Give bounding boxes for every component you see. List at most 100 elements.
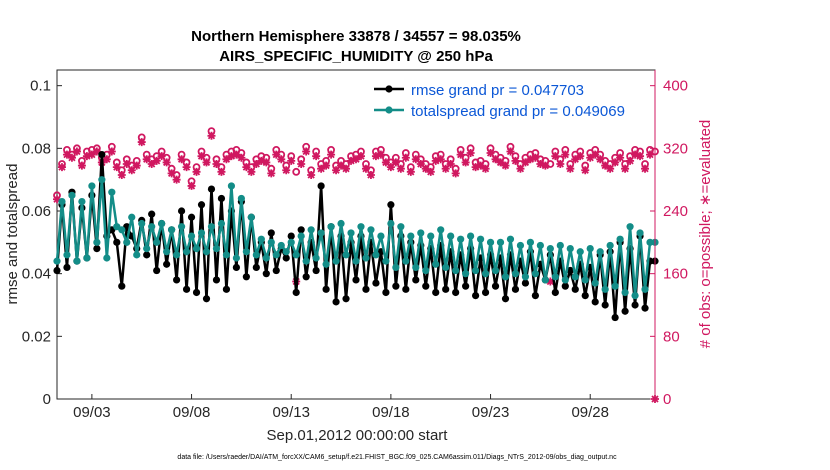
- totalspread-point: [626, 223, 634, 231]
- totalspread-point: [252, 251, 260, 259]
- evaluated-obs-point: [197, 152, 206, 161]
- rmse-point: [481, 288, 490, 297]
- rmse-point: [163, 260, 171, 268]
- y-tick-label: 0.1: [30, 78, 51, 95]
- evaluated-obs-point: [391, 158, 400, 167]
- possible-obs-point: [546, 160, 555, 168]
- totalspread-point: [417, 229, 425, 237]
- totalspread-point: [591, 279, 599, 287]
- rmse-point: [302, 273, 310, 281]
- evaluated-obs-point: [222, 155, 231, 164]
- totalspread-point: [501, 273, 510, 281]
- evaluated-obs-point: [227, 152, 236, 161]
- totalspread-point: [372, 251, 380, 259]
- evaluated-obs-point: [381, 158, 390, 167]
- totalspread-point: [546, 245, 554, 253]
- rmse-point: [611, 313, 619, 322]
- rmse-point: [561, 282, 569, 290]
- evaluated-obs-point: [297, 160, 306, 168]
- x-tick-label: 09/03: [73, 404, 111, 421]
- evaluated-obs-point: [82, 152, 91, 161]
- evaluated-obs-point: [167, 169, 176, 178]
- totalspread-point: [217, 219, 226, 228]
- rmse-point: [442, 285, 450, 293]
- evaluated-obs-point: [122, 160, 131, 168]
- totalspread-point: [58, 198, 66, 206]
- totalspread-point: [467, 232, 475, 240]
- x-tick-label: 09/08: [173, 404, 211, 421]
- evaluated-obs-point: [202, 158, 211, 167]
- rmse-point: [372, 279, 380, 287]
- totalspread-point: [282, 248, 290, 256]
- totalspread-point: [173, 251, 181, 259]
- y-right-tick-label: 240: [663, 203, 688, 220]
- rmse-point: [232, 263, 240, 271]
- evaluated-obs-point: [252, 160, 261, 168]
- rmse-point: [362, 285, 370, 293]
- rmse-point: [601, 301, 609, 309]
- evaluated-obs-point: [162, 158, 171, 167]
- totalspread-point: [491, 266, 500, 275]
- rmse-point: [202, 295, 211, 303]
- totalspread-point: [516, 241, 525, 250]
- x-tick-label: 09/23: [472, 404, 510, 421]
- evaluated-obs-point: [337, 161, 346, 170]
- rmse-point: [631, 301, 639, 309]
- totalspread-point: [521, 273, 530, 281]
- rmse-point: [382, 288, 390, 297]
- rmse-point: [462, 282, 470, 290]
- totalspread-point: [272, 251, 280, 259]
- totalspread-point: [73, 257, 81, 265]
- evaluated-obs-point: [491, 155, 500, 164]
- evaluated-obs-point: [546, 277, 555, 286]
- y-right-tick-label: 160: [663, 266, 688, 283]
- totalspread-point: [556, 241, 564, 250]
- evaluated-obs-point: [137, 138, 146, 147]
- evaluated-obs-point: [416, 160, 425, 168]
- evaluated-obs-point: [456, 150, 465, 159]
- evaluated-obs-point: [436, 155, 445, 164]
- rmse-point: [591, 298, 599, 306]
- totalspread-point: [621, 288, 629, 297]
- totalspread-point: [442, 263, 450, 271]
- evaluated-obs-point: [621, 164, 630, 173]
- rmse-point: [148, 210, 156, 218]
- evaluated-obs-point: [376, 150, 385, 159]
- y-axis-right-ticks: 0 80 160 240 320 400: [650, 78, 688, 408]
- rmse-point: [392, 282, 400, 290]
- totalspread-point: [601, 285, 609, 293]
- totalspread-point: [207, 223, 216, 231]
- evaluated-obs-point: [421, 164, 430, 173]
- totalspread-point: [262, 254, 270, 262]
- totalspread-point: [292, 251, 300, 259]
- rmse-point: [63, 263, 71, 271]
- rmse-point: [387, 201, 395, 209]
- rmse-point: [177, 207, 186, 215]
- totalspread-point: [377, 232, 385, 240]
- totalspread-point: [402, 257, 410, 265]
- evaluated-obs-point: [486, 149, 495, 158]
- totalspread-point: [447, 232, 455, 240]
- rmse-point: [452, 288, 460, 297]
- legend-rmse-label: rmse grand pr = 0.047703: [411, 82, 584, 99]
- totalspread-point: [123, 238, 131, 246]
- evaluated-obs-point: [127, 166, 136, 175]
- evaluated-obs-point: [561, 150, 570, 159]
- rmse-point: [332, 298, 340, 306]
- x-tick-label: 09/13: [272, 404, 310, 421]
- totalspread-point: [476, 235, 485, 243]
- evaluated-obs-point: [72, 147, 81, 156]
- totalspread-point: [342, 251, 350, 259]
- rmse-point: [113, 238, 121, 246]
- evaluated-obs-point: [516, 164, 525, 173]
- y-tick-label: 0.04: [22, 266, 51, 283]
- totalspread-point: [88, 182, 96, 190]
- evaluated-obs-point: [371, 152, 380, 161]
- totalspread-point: [332, 257, 340, 265]
- evaluated-obs-point: [142, 155, 151, 164]
- evaluated-obs-point: [496, 158, 505, 167]
- evaluated-obs-point: [92, 147, 101, 156]
- rmse-point: [641, 304, 649, 312]
- rmse-point: [521, 279, 530, 287]
